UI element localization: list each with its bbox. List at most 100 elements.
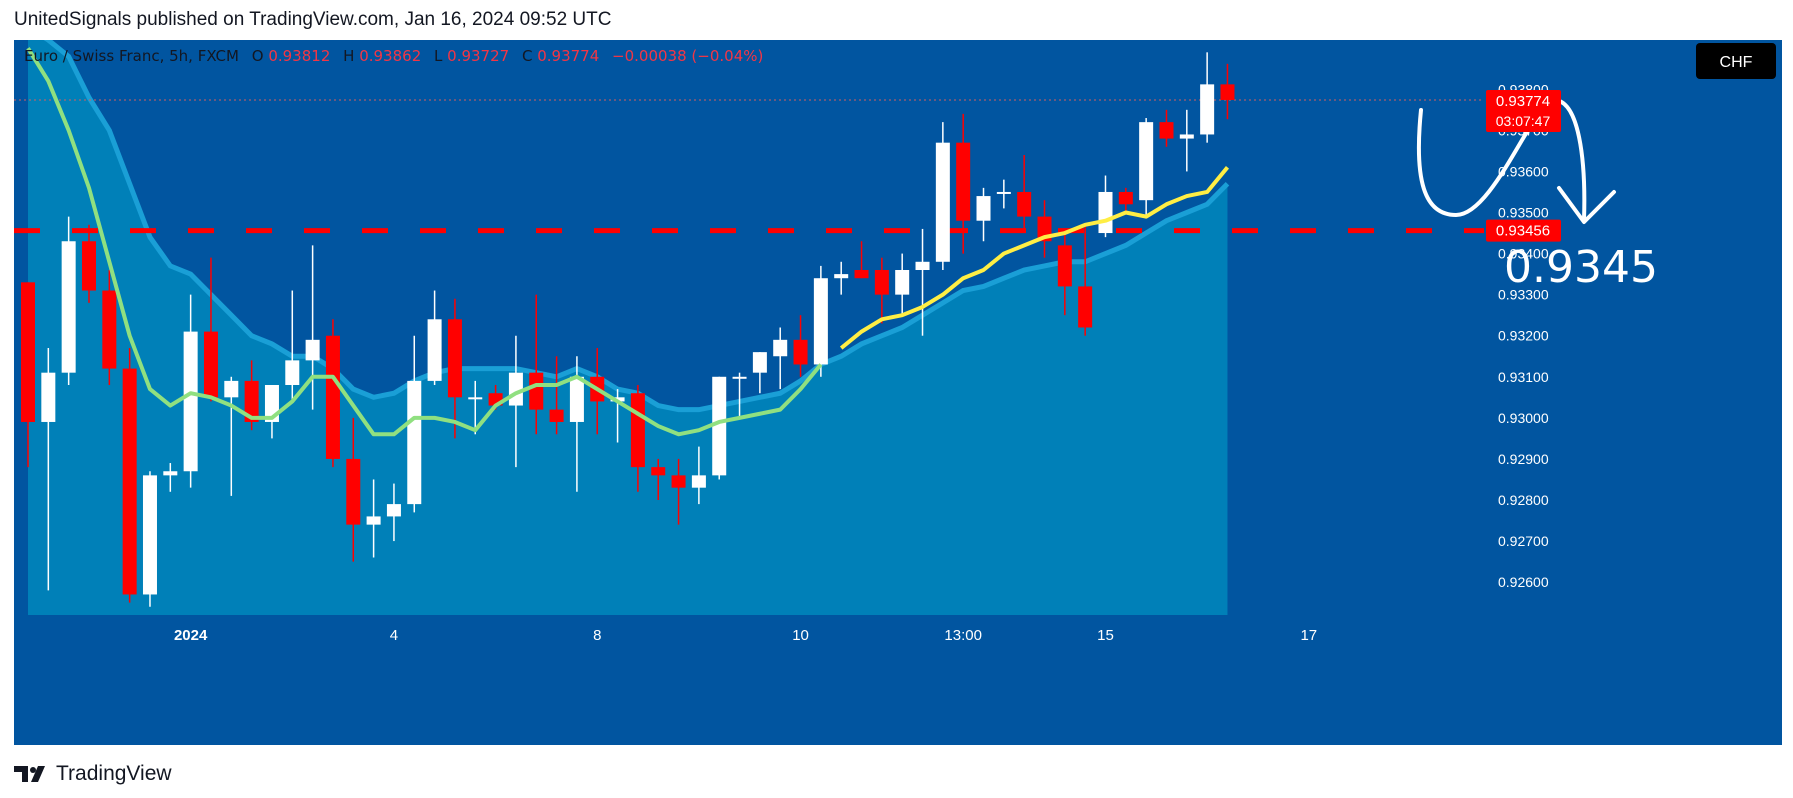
candle-body (1098, 191, 1113, 234)
legend-low-label: L (434, 47, 443, 65)
candle (1057, 233, 1072, 316)
annotation-label[interactable]: 0.9345 (1504, 242, 1658, 293)
candle-body (671, 475, 686, 488)
candle-body (956, 142, 971, 221)
candle (691, 446, 706, 505)
last-price-badge-value: 0.93774 (1496, 93, 1550, 110)
candle-body (732, 376, 747, 379)
candle-body (651, 467, 666, 476)
candle (122, 348, 137, 603)
candle-body (468, 397, 483, 400)
candle-body (630, 393, 645, 468)
legend-close-label: C (522, 47, 532, 65)
price-tick-label: 0.92700 (1498, 533, 1549, 549)
candle (1118, 187, 1133, 213)
candle (163, 463, 178, 492)
candle-body (244, 380, 259, 422)
price-tick-label: 0.93000 (1498, 410, 1549, 426)
time-tick-label: 8 (593, 627, 601, 644)
candles (21, 52, 1235, 607)
price-tick-label: 0.93500 (1498, 205, 1549, 221)
candle-body (569, 376, 584, 422)
legend-high-value: 0.93862 (359, 47, 421, 65)
candle (752, 352, 767, 394)
legend-change: −0.00038 (−0.04%) (612, 47, 763, 65)
level-price-badge (1486, 219, 1561, 242)
candle-body (773, 339, 788, 357)
price-axis[interactable]: 0.92600 0.92700 0.92800 0.92900 0.93000 0.931… (1484, 40, 1782, 615)
candle (386, 483, 401, 542)
candle-body (549, 409, 564, 422)
candle (224, 376, 239, 496)
tradingview-logo-icon (14, 766, 45, 782)
candle-body (346, 458, 361, 525)
candle-body (691, 475, 706, 488)
candle-body (102, 290, 117, 369)
ma-green-line (26, 47, 823, 437)
currency-badge[interactable] (1696, 43, 1776, 79)
candle (81, 224, 96, 303)
time-tick-label: 15 (1097, 627, 1114, 644)
candle (834, 261, 849, 295)
candle (1139, 118, 1154, 217)
area-fill (28, 40, 1228, 615)
candle-body (142, 475, 157, 595)
legend-open-label: O (252, 47, 264, 65)
candle-body (122, 368, 137, 595)
candle-body (976, 196, 991, 221)
candle-body (529, 372, 544, 410)
candle (813, 265, 828, 377)
candle-body (1017, 191, 1032, 217)
candle (305, 245, 320, 410)
legend-high-label: H (343, 47, 354, 65)
level-price-badge-value: 0.93456 (1496, 223, 1550, 240)
arrow-head-icon (1557, 186, 1616, 224)
ma-yellow-line (839, 166, 1230, 350)
candle (935, 122, 950, 270)
candle (529, 294, 544, 435)
candle (102, 270, 117, 385)
price-tick-label: 0.93200 (1498, 328, 1549, 344)
candle (773, 327, 788, 390)
area-line (43, 40, 1230, 413)
candle-body (935, 142, 950, 262)
candle-body (813, 278, 828, 365)
price-tick-label: 0.92900 (1498, 451, 1549, 467)
candle-body (325, 335, 340, 459)
footer-brand: TradingView (56, 762, 172, 785)
candle-body (407, 380, 422, 505)
candle (41, 348, 56, 591)
candle-body (874, 270, 889, 295)
candle (142, 471, 157, 607)
candle-body (1200, 84, 1215, 135)
chart-area[interactable]: 0.92600 0.92700 0.92800 0.92900 0.93000 0.931… (14, 40, 1782, 745)
candle-body (41, 372, 56, 422)
price-tick-label: 0.92600 (1498, 574, 1549, 590)
legend-symbol: Euro / Swiss Franc, 5h, FXCM (24, 47, 239, 65)
time-axis-background (14, 615, 1782, 651)
candle (468, 380, 483, 435)
price-tick-label: 0.93100 (1498, 369, 1549, 385)
svg-text:Euro / Swiss Franc, 5h, FXCM: Euro / Swiss Franc, 5h, FXCM O 0.93812 H… (24, 47, 763, 65)
candle (671, 458, 686, 525)
forecast-arrow-curve[interactable] (1416, 97, 1587, 222)
candle-body (366, 516, 381, 525)
candlestick-chart[interactable]: 0.92600 0.92700 0.92800 0.92900 0.93000 0.931… (14, 40, 1782, 745)
candle (895, 253, 910, 316)
candle (976, 187, 991, 242)
candle-body (1118, 191, 1133, 205)
candle (427, 290, 442, 385)
price-badges: CHF 0.93774 03:07:47 0.93456 (1486, 43, 1776, 242)
candle-body (1139, 122, 1154, 201)
time-axis[interactable]: 2024 4 8 10 13:00 15 17 (14, 615, 1782, 651)
candle-body (996, 191, 1011, 194)
candle-body (447, 319, 462, 398)
candle-body (183, 331, 198, 472)
candle-body (1078, 286, 1093, 328)
candle-body (793, 339, 808, 365)
candle (447, 298, 462, 439)
annotation[interactable]: 0.9345 (1416, 97, 1658, 293)
candle-body (712, 376, 727, 476)
candle (1159, 109, 1174, 147)
time-tick-label: 17 (1300, 627, 1317, 644)
